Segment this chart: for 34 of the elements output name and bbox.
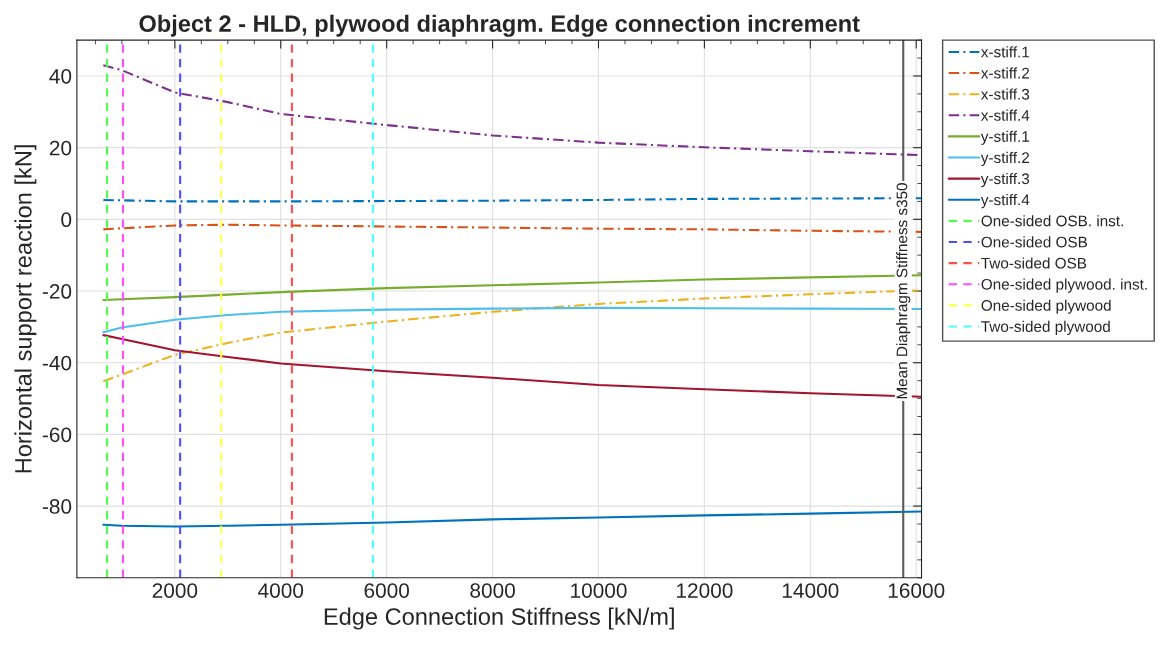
legend-label: y-stiff.1 bbox=[980, 130, 1030, 145]
chart-title: Object 2 - HLD, plywood diaphragm. Edge connection increment bbox=[139, 14, 860, 37]
legend-label: One-sided plywood. inst. bbox=[981, 278, 1147, 293]
ref-line-label: Mean Diaphragm Stiffness s350 bbox=[896, 183, 911, 399]
legend-label: One-sided OSB bbox=[981, 236, 1088, 248]
legend-label: x-stiff.1 bbox=[981, 46, 1030, 58]
x-tick-label: 10000 bbox=[571, 583, 627, 598]
legend-label: x-stiff.3 bbox=[981, 88, 1030, 100]
x-tick-label: 6000 bbox=[364, 583, 410, 598]
x-tick-label: 16000 bbox=[888, 583, 945, 598]
legend-label: y-stiff.4 bbox=[980, 194, 1030, 209]
legend-label: Two-sided plywood bbox=[981, 320, 1110, 335]
x-tick-label: 2000 bbox=[152, 583, 198, 598]
x-tick-label: 8000 bbox=[470, 583, 515, 598]
legend-label: One-sided plywood bbox=[981, 299, 1111, 314]
y-tick-label: 0 bbox=[61, 212, 72, 228]
legend-label: x-stiff.4 bbox=[981, 109, 1030, 121]
x-axis-title: Edge Connection Stiffness [kN/m] bbox=[324, 607, 674, 630]
legend-label: One-sided OSB. inst. bbox=[981, 215, 1123, 227]
y-tick-label: 40 bbox=[49, 68, 72, 84]
y-tick-label: 20 bbox=[49, 140, 72, 156]
y-tick-label: -20 bbox=[42, 284, 72, 299]
y-tick-label: -80 bbox=[42, 499, 72, 514]
y-axis-title: Horizontal support reaction [kN] bbox=[14, 145, 37, 473]
legend-label: y-stiff.3 bbox=[980, 172, 1030, 188]
legend-label: Two-sided OSB bbox=[981, 257, 1087, 269]
x-tick-label: 14000 bbox=[782, 583, 839, 598]
line-series bbox=[102, 510, 922, 528]
y-tick-label: -40 bbox=[42, 355, 72, 371]
x-tick-label: 12000 bbox=[677, 583, 733, 598]
y-tick-label: -60 bbox=[42, 427, 72, 443]
legend-label: y-stiff.2 bbox=[980, 151, 1030, 167]
legend-label: x-stiff.2 bbox=[981, 67, 1030, 79]
x-tick-label: 4000 bbox=[258, 583, 304, 598]
